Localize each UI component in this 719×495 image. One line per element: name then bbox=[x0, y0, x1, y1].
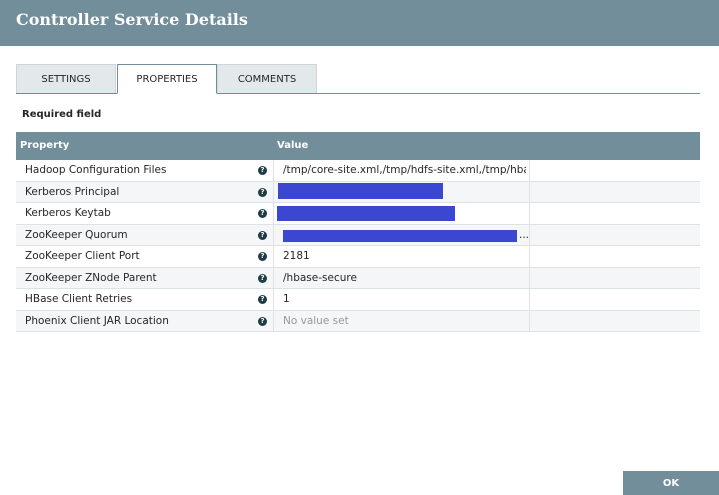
help-icon[interactable]: ? bbox=[258, 209, 267, 218]
tab[interactable]: COMMENTS bbox=[217, 64, 317, 94]
help-icon[interactable]: ? bbox=[258, 273, 267, 283]
property-name: Kerberos Keytab bbox=[25, 207, 111, 219]
redaction bbox=[278, 183, 443, 199]
property-name: Phoenix Client JAR Location bbox=[25, 314, 169, 327]
property-value[interactable]: 1 bbox=[283, 293, 290, 305]
property-name: Kerberos Principal bbox=[25, 185, 120, 198]
column-header: Property bbox=[20, 140, 70, 151]
dialog-title: Controller Service Details bbox=[16, 10, 248, 29]
help-icon[interactable]: ? bbox=[258, 252, 267, 261]
tab-underline bbox=[16, 93, 700, 94]
help-icon[interactable]: ? bbox=[258, 295, 267, 304]
property-value[interactable]: /tmp/core-site.xml,/tmp/hdfs-site.xml,/t… bbox=[283, 164, 526, 176]
column-divider bbox=[529, 160, 530, 332]
help-icon[interactable]: ? bbox=[258, 187, 267, 197]
tab[interactable]: SETTINGS bbox=[16, 64, 116, 94]
property-value[interactable]: ... bbox=[519, 228, 530, 241]
property-value[interactable]: /hbase-secure bbox=[283, 271, 357, 284]
property-value[interactable]: No value set bbox=[283, 314, 349, 327]
header bbox=[0, 0, 719, 46]
ok-button[interactable]: OK bbox=[623, 471, 719, 495]
help-icon[interactable]: ? bbox=[258, 230, 267, 240]
property-name: HBase Client Retries bbox=[25, 293, 133, 305]
property-name: ZooKeeper Client Port bbox=[25, 250, 140, 262]
required-note: Required field bbox=[22, 109, 102, 120]
column-divider bbox=[273, 160, 274, 332]
property-value[interactable]: 2181 bbox=[283, 250, 310, 262]
redaction bbox=[277, 206, 455, 221]
redaction bbox=[283, 230, 517, 242]
help-icon[interactable]: ? bbox=[258, 316, 267, 326]
tab-active[interactable]: PROPERTIES bbox=[117, 64, 217, 94]
property-name: ZooKeeper Quorum bbox=[25, 228, 128, 241]
property-name: Hadoop Configuration Files bbox=[25, 164, 167, 176]
table-header bbox=[16, 132, 700, 160]
help-icon[interactable]: ? bbox=[258, 166, 267, 175]
column-header: Value bbox=[277, 140, 309, 151]
property-name: ZooKeeper ZNode Parent bbox=[25, 271, 157, 284]
